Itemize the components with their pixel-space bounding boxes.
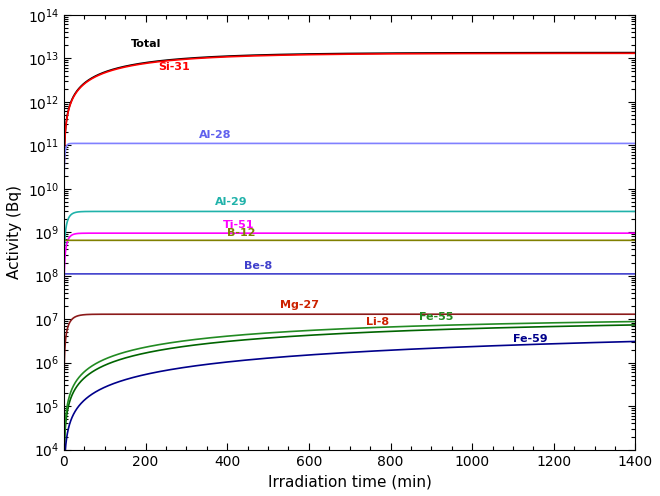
Text: Total: Total xyxy=(131,39,162,50)
Text: Be-8: Be-8 xyxy=(244,261,272,271)
Text: Fe-55: Fe-55 xyxy=(419,312,453,322)
Y-axis label: Activity (Bq): Activity (Bq) xyxy=(7,185,22,279)
Text: B-12: B-12 xyxy=(227,228,255,238)
X-axis label: Irradiation time (min): Irradiation time (min) xyxy=(268,474,432,489)
Text: Mg-27: Mg-27 xyxy=(280,300,319,310)
Text: Ti-51: Ti-51 xyxy=(223,220,255,230)
Text: Li-8: Li-8 xyxy=(366,317,389,327)
Text: Si-31: Si-31 xyxy=(158,62,189,72)
Text: Al-29: Al-29 xyxy=(215,197,248,207)
Text: Fe-59: Fe-59 xyxy=(513,334,548,344)
Text: Al-28: Al-28 xyxy=(199,130,231,140)
